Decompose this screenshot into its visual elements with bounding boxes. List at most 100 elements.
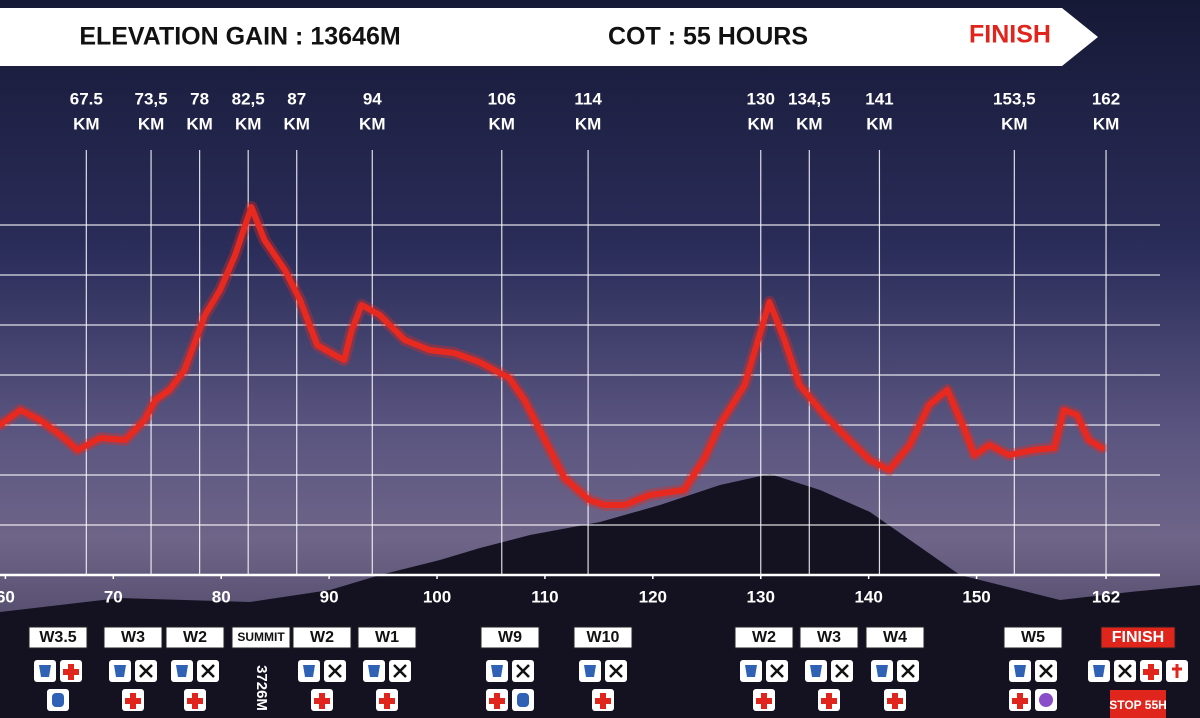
service-icon [125,693,141,709]
station-box [103,626,163,649]
x-tick-label: 60 [0,587,15,606]
x-tick-label: 70 [104,587,123,606]
station-box [1100,626,1176,649]
mountain-silhouette [0,474,1200,718]
x-tick-label: 140 [854,587,882,606]
checkpoint-distance: 67.5 [70,89,103,108]
station-box [480,626,540,649]
checkpoint-distance: 82,5 [232,89,265,108]
service-icon [489,693,505,709]
cut-off-time: COT : 55 HOURS [608,23,808,51]
station-box [231,626,291,649]
station-box [734,626,794,649]
service-icon [517,693,529,707]
service-icon [63,664,79,680]
service-icon [516,664,530,678]
x-tick-label: 130 [747,587,775,606]
station-name: W10 [587,629,620,646]
service-icon [1118,664,1132,678]
service-icon [1143,664,1159,680]
station-box [292,626,352,649]
station-box [865,626,925,649]
x-tick-label: 90 [320,587,339,606]
station-name: W1 [375,629,399,646]
checkpoint-unit: KM [748,114,774,133]
service-icon [821,693,837,709]
service-icon [887,693,903,709]
checkpoint-distance: 87 [287,89,306,108]
checkpoint-unit: KM [186,114,212,133]
station-name: W3 [121,629,145,646]
service-icon [1039,664,1053,678]
service-icon [314,693,330,709]
checkpoint-distance: 114 [574,89,602,108]
x-tick-label: 120 [639,587,667,606]
service-icon [835,664,849,678]
service-icon [770,664,784,678]
checkpoint-unit: KM [866,114,892,133]
service-icon [52,693,64,707]
summit-elevation: 3726M [253,665,270,711]
station-box [165,626,225,649]
service-icon [491,665,503,677]
x-tick-label: 80 [212,587,231,606]
checkpoint-distance: 106 [488,89,516,108]
checkpoint-distance: 162 [1092,89,1120,108]
x-tick-label: 110 [531,587,558,606]
service-icon [176,665,188,677]
station-name: W9 [498,629,522,646]
service-icon [1093,665,1105,677]
checkpoint-unit: KM [489,114,515,133]
checkpoint-unit: KM [796,114,822,133]
service-icon [1014,665,1026,677]
service-icon [595,693,611,709]
checkpoint-distance: 94 [363,89,382,108]
station-name: W4 [883,629,907,646]
stop-label: STOP 55H [1109,698,1167,712]
station-box [28,626,88,649]
service-icon [187,693,203,709]
service-icon [303,665,315,677]
chart-layer: 67.5 KM 73,5 KM 78 KM 82,5 KM 87 KM 94 KM 106 KM 114 KM… [0,89,1188,718]
station-name: W2 [183,629,207,646]
elevation-gain: ELEVATION GAIN : 13646M [79,23,400,51]
finish-header: FINISH [969,21,1051,49]
service-icon [756,693,772,709]
station-name: SUMMIT [237,630,285,644]
station-name: W2 [310,629,334,646]
station-box [573,626,633,649]
checkpoint-distance: 134,5 [788,89,831,108]
checkpoint-unit: KM [575,114,601,133]
station-name: W3 [817,629,841,646]
checkpoint-distance: 78 [190,89,209,108]
station-name: W2 [752,629,776,646]
service-icon [810,665,822,677]
service-icon [379,693,395,709]
service-icon [39,665,51,677]
elevation-line [0,204,1105,508]
checkpoint-unit: KM [284,114,310,133]
checkpoint-distance: 141 [865,89,893,108]
station-name: W3.5 [39,629,76,646]
header-banner [0,8,1098,66]
checkpoint-distance: 130 [747,89,775,108]
service-icon [368,665,380,677]
checkpoint-distance: 73,5 [135,89,168,108]
x-tick-label: 100 [423,587,451,606]
service-icon [901,664,915,678]
service-icon [609,664,623,678]
station-box [1003,626,1063,649]
checkpoint-unit: KM [359,114,385,133]
x-tick-label: 150 [962,587,990,606]
station-box [799,626,859,649]
service-icon [1039,693,1053,707]
checkpoint-unit: KM [1001,114,1027,133]
checkpoint-unit: KM [235,114,261,133]
service-icon [393,664,407,678]
service-icon [139,664,153,678]
checkpoint-unit: KM [1093,114,1119,133]
service-icon [1172,664,1182,678]
checkpoint-unit: KM [73,114,99,133]
service-icon [584,665,596,677]
